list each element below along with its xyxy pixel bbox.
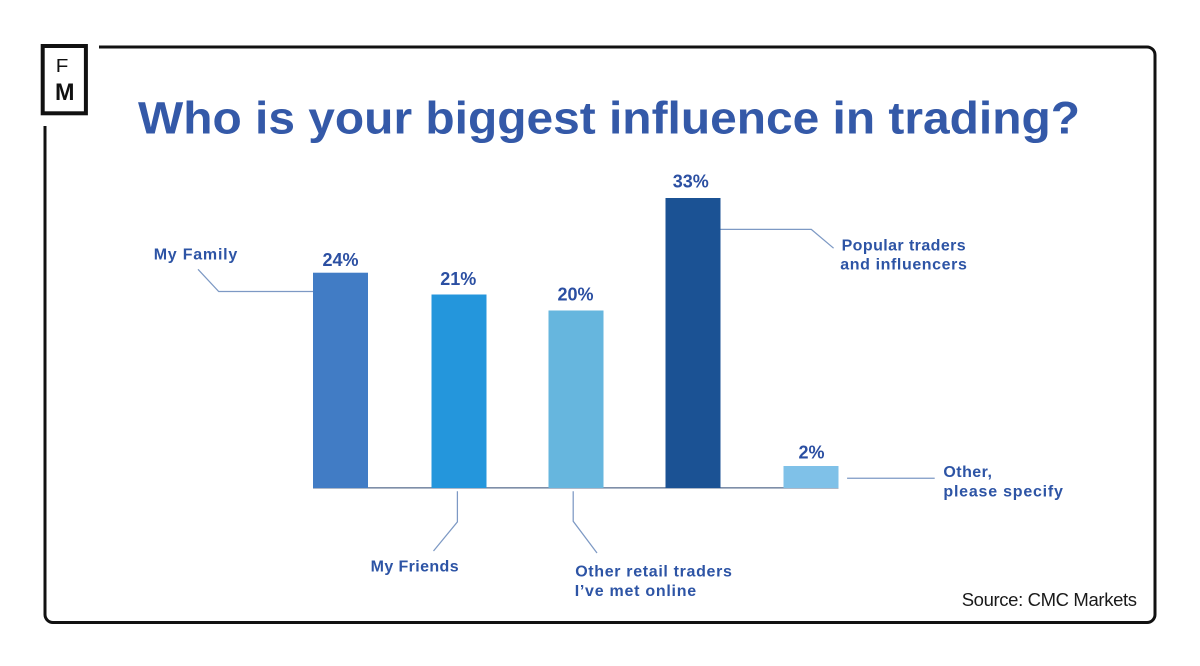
svg-text:Other,: Other,	[943, 464, 992, 481]
svg-text:21%: 21%	[440, 269, 476, 289]
svg-text:My Family: My Family	[154, 247, 238, 264]
svg-text:and influencers: and influencers	[840, 256, 967, 273]
svg-text:M: M	[55, 79, 75, 106]
svg-text:24%: 24%	[322, 250, 358, 270]
svg-text:My Friends: My Friends	[371, 558, 459, 575]
svg-text:Who is your biggest influence: Who is your biggest influence in trading…	[138, 93, 1080, 144]
svg-text:Popular traders: Popular traders	[842, 237, 966, 254]
svg-text:Other retail traders: Other retail traders	[575, 563, 732, 580]
svg-text:F: F	[56, 56, 69, 76]
svg-text:2%: 2%	[798, 442, 824, 462]
svg-text:I’ve met online: I’ve met online	[575, 583, 696, 600]
svg-text:20%: 20%	[557, 285, 593, 305]
svg-text:please specify: please specify	[943, 484, 1063, 501]
svg-text:Source: CMC Markets: Source: CMC Markets	[962, 589, 1137, 610]
svg-text:33%: 33%	[673, 172, 709, 192]
